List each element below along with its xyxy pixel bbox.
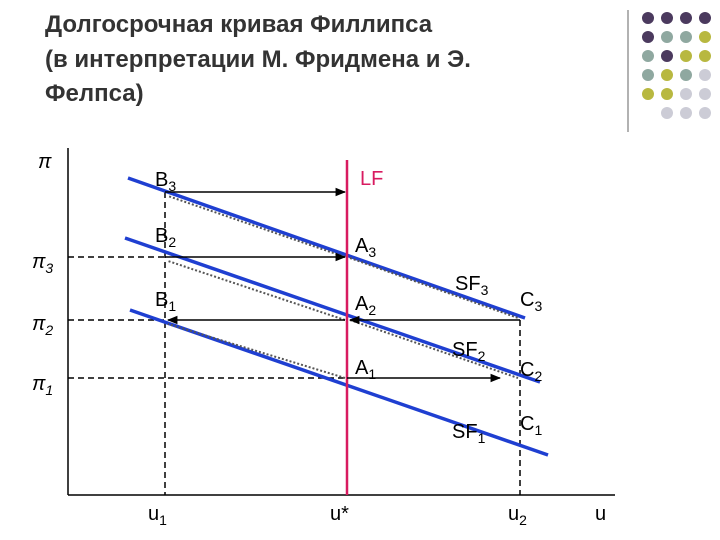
point-label: C2 [520,359,542,384]
label-part: 1 [534,422,542,438]
short-run-curves [124,176,549,457]
label-part: π [32,373,46,395]
point-label: A1 [355,357,376,382]
sf-label: SF1 [452,421,486,446]
label-part: 2 [44,322,53,338]
label-part: 3 [368,244,376,260]
label-part: SF [452,339,478,361]
label-part: 1 [478,430,486,446]
point-label: A3 [355,235,376,260]
y-tick-label: π3 [32,251,53,276]
x-tick-label: u1 [148,503,167,528]
label-part: 1 [168,298,176,314]
point-label: B3 [155,169,176,194]
label-part: 1 [159,512,167,528]
x-tick-label: u* [330,503,349,525]
label-part: SF [455,273,481,295]
labels: π π3 π2 π1 u1 u* u2 u LF SF3 SF2 SF1 B3 … [32,151,606,528]
label-part: A [355,235,369,257]
y-tick-label: π1 [32,373,53,398]
decor-dots [642,12,711,119]
label-part: π [32,251,46,273]
label-part: 3 [45,260,53,276]
dotted-paths [167,195,519,379]
sf-label: SF3 [455,273,489,298]
label-part: 1 [368,366,376,382]
label-part: A [355,357,369,379]
label-part: B [155,225,168,247]
label-part: 3 [534,298,542,314]
title-line: Долгосрочная кривая Филлипса [45,11,433,38]
label-part: 2 [168,234,176,250]
point-label: A2 [355,293,376,318]
label-part: u* [330,503,349,525]
label-part: 2 [519,512,527,528]
label-part: 2 [534,368,542,384]
y-axis-label: π [38,151,52,173]
lf-label: LF [360,168,383,190]
label-part: π [32,313,46,335]
label-part: A [355,293,369,315]
label-part: B [155,169,168,191]
label-part: C [520,289,534,311]
title: Долгосрочная кривая Филлипса (в интерпре… [45,11,471,107]
point-label: C1 [520,413,542,438]
label-part: u [148,503,159,525]
label-part: B [155,289,168,311]
point-label: C3 [520,289,542,314]
label-part: C [520,413,534,435]
label-part: 1 [45,382,53,398]
sf-label: SF2 [452,339,486,364]
y-tick-label: π2 [32,313,53,338]
title-line: Фелпса) [45,80,144,107]
x-tick-label: u2 [508,503,527,528]
point-label: B1 [155,289,176,314]
axes [67,148,615,496]
x-axis-label: u [595,503,606,525]
label-part: C [520,359,534,381]
title-line: (в интерпретации М. Фридмена и Э. [45,46,471,73]
arrows [165,187,520,383]
label-part: SF [452,421,478,443]
label-part: 2 [368,302,376,318]
label-part: 3 [168,178,176,194]
label-part: 3 [481,282,489,298]
label-part: 2 [478,348,486,364]
label-part: u [508,503,519,525]
dashed-guides [68,192,521,495]
point-label: B2 [155,225,176,250]
